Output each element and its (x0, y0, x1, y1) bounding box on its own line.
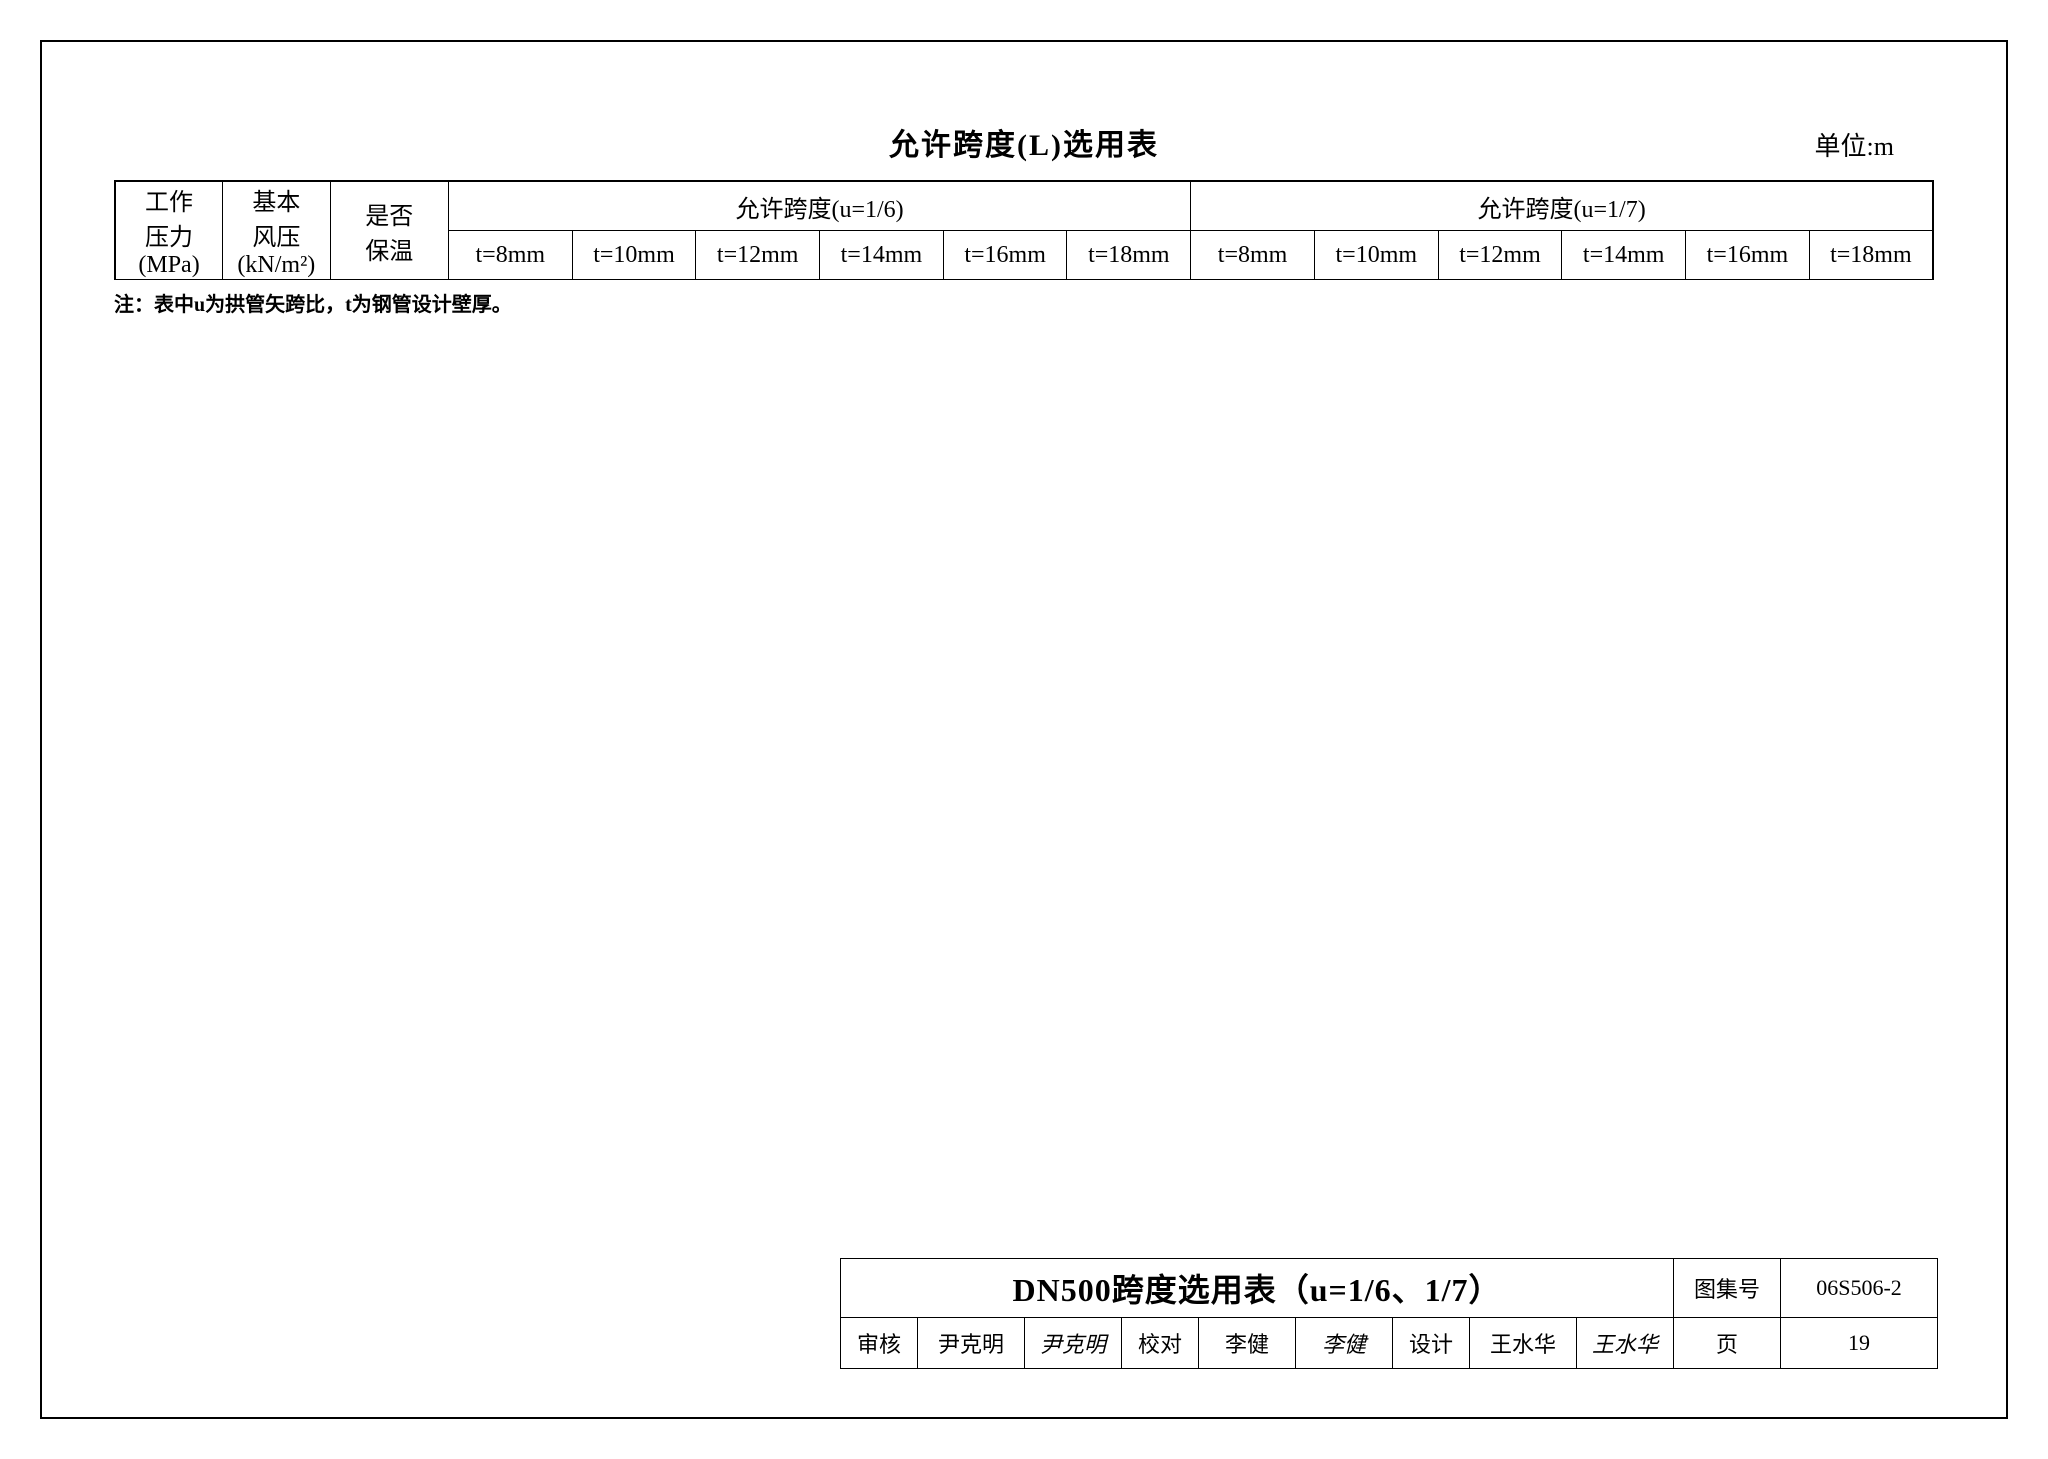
design-name: 王水华 (1470, 1318, 1577, 1369)
header-t8b: t=8mm (1191, 231, 1315, 280)
review-label: 审核 (841, 1318, 918, 1369)
header-wind: 基本 风压 (kN/m²) (223, 181, 331, 280)
header-t8: t=8mm (448, 231, 572, 280)
header-pressure: 工作 压力 (MPa) (115, 181, 223, 280)
review-name: 尹克明 (918, 1318, 1025, 1369)
drawing-title: DN500跨度选用表（u=1/6、1/7） (841, 1259, 1674, 1318)
span-table: 工作 压力 (MPa) 基本 风压 (kN/m²) 是否 保温 允许跨度(u=1… (114, 180, 1934, 280)
design-label: 设计 (1393, 1318, 1470, 1369)
unit-label: 单位:m (1815, 126, 1894, 163)
header-t10: t=10mm (572, 231, 696, 280)
header-group-u16: 允许跨度(u=1/6) (448, 181, 1190, 231)
check-label: 校对 (1122, 1318, 1199, 1369)
page-title: 允许跨度(L)选用表 (114, 120, 1934, 164)
page-label: 页 (1674, 1318, 1781, 1369)
check-signature: 李健 (1296, 1318, 1393, 1369)
footnote: 注：表中u为拱管矢跨比，t为钢管设计壁厚。 (114, 288, 1934, 317)
header-t12b: t=12mm (1438, 231, 1562, 280)
page-number: 19 (1781, 1318, 1938, 1369)
title-block: DN500跨度选用表（u=1/6、1/7） 图集号 06S506-2 审核 尹克… (840, 1258, 1938, 1369)
design-signature: 王水华 (1577, 1318, 1674, 1369)
header-t16b: t=16mm (1686, 231, 1810, 280)
header-insulation: 是否 保温 (330, 181, 448, 280)
header-t14: t=14mm (820, 231, 944, 280)
review-signature: 尹克明 (1025, 1318, 1122, 1369)
table-header: 工作 压力 (MPa) 基本 风压 (kN/m²) 是否 保温 允许跨度(u=1… (115, 181, 1933, 280)
header-t18: t=18mm (1067, 231, 1191, 280)
header-t10b: t=10mm (1314, 231, 1438, 280)
header-t12: t=12mm (696, 231, 820, 280)
drawset-label: 图集号 (1674, 1259, 1781, 1318)
header-t16: t=16mm (943, 231, 1067, 280)
drawset-value: 06S506-2 (1781, 1259, 1938, 1318)
header-t14b: t=14mm (1562, 231, 1686, 280)
header-group-u17: 允许跨度(u=1/7) (1191, 181, 1933, 231)
header-t18b: t=18mm (1809, 231, 1933, 280)
check-name: 李健 (1199, 1318, 1296, 1369)
